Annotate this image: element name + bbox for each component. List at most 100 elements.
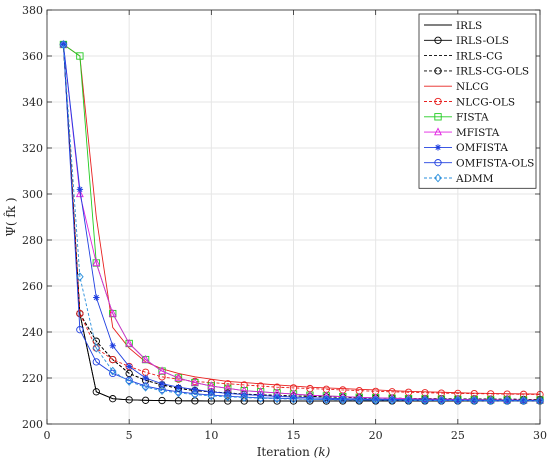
data-point <box>487 397 494 404</box>
data-point <box>438 396 445 404</box>
data-point <box>174 397 183 405</box>
axes: 0 5 10 15 20 25 30 200 220 240 260 280 300 320 340 360 3… <box>2 4 547 459</box>
legend-item: ADMM <box>424 173 494 185</box>
data-point <box>503 396 511 406</box>
data-point <box>93 294 100 301</box>
data-point <box>273 394 281 404</box>
series-lines <box>59 39 544 406</box>
data-point <box>273 393 281 400</box>
data-point <box>174 373 183 382</box>
data-point <box>190 377 199 386</box>
y-tick-label: 300 <box>22 188 43 201</box>
y-tick-label: 260 <box>22 280 43 293</box>
data-point <box>76 52 84 60</box>
data-point <box>59 40 68 49</box>
data-point <box>141 354 150 363</box>
x-tick-label: 5 <box>126 429 133 442</box>
y-tick-label: 320 <box>22 142 43 155</box>
legend-item: IRLS-CG-OLS <box>424 66 529 78</box>
legend-label: FISTA <box>456 112 489 124</box>
data-point <box>434 97 442 106</box>
data-point <box>486 396 495 406</box>
legend-item: NLCG <box>424 81 489 93</box>
legend-label: OMFISTA <box>456 142 508 154</box>
data-point <box>520 397 527 404</box>
data-point <box>503 397 511 404</box>
y-tick-label: 200 <box>22 418 43 431</box>
data-point <box>322 395 331 405</box>
data-point <box>519 396 528 406</box>
series-admm <box>59 40 544 406</box>
data-point <box>421 396 429 404</box>
data-point <box>141 368 150 376</box>
data-point <box>224 397 232 405</box>
legend-item: OMFISTA <box>424 142 508 154</box>
data-point <box>191 386 199 393</box>
data-point <box>434 113 442 121</box>
x-tick-label: 10 <box>204 429 218 442</box>
data-point <box>125 377 133 386</box>
data-point <box>158 366 166 375</box>
legend-label: IRLS-CG <box>456 50 503 62</box>
data-point <box>125 363 133 370</box>
data-point <box>109 355 117 364</box>
data-point <box>207 391 216 401</box>
data-point <box>434 67 442 75</box>
legend-item: IRLS-CG <box>424 50 503 62</box>
data-point <box>273 383 281 391</box>
x-tick-label: 0 <box>44 429 51 442</box>
legend-item: FISTA <box>424 112 489 124</box>
data-point <box>109 369 117 378</box>
data-point <box>92 343 101 353</box>
data-point <box>141 382 150 392</box>
data-point <box>108 366 117 376</box>
data-point <box>421 396 429 405</box>
y-tick-label: 380 <box>22 4 43 17</box>
data-point <box>471 396 478 404</box>
data-point <box>371 395 380 405</box>
data-point <box>125 369 133 378</box>
data-point <box>92 358 100 366</box>
data-point <box>323 395 330 402</box>
y-tick-label: 220 <box>22 372 43 385</box>
data-point <box>141 396 150 404</box>
data-point <box>175 384 182 391</box>
legend-label: ADMM <box>455 173 494 185</box>
data-point <box>240 381 248 389</box>
data-point <box>125 396 133 404</box>
x-axis-label: Iteration (k) <box>257 445 331 459</box>
data-point <box>241 391 248 398</box>
data-point <box>108 308 117 317</box>
data-point <box>306 395 314 404</box>
x-tick-label: 30 <box>533 429 547 442</box>
y-tick-label: 240 <box>22 326 43 339</box>
data-point <box>92 388 100 396</box>
data-point <box>454 396 462 405</box>
data-point <box>290 393 297 401</box>
data-point <box>405 396 412 403</box>
data-point <box>437 396 446 405</box>
legend-label: IRLS <box>456 20 482 32</box>
data-point <box>306 394 314 401</box>
legend-item: NLCG-OLS <box>424 96 515 108</box>
data-point <box>75 189 84 198</box>
legend-label: NLCG-OLS <box>456 96 515 108</box>
legend-label: IRLS-OLS <box>456 35 509 47</box>
data-point <box>339 395 347 405</box>
data-point <box>158 380 166 387</box>
data-point <box>76 186 84 193</box>
data-point <box>240 393 248 402</box>
data-point <box>224 380 232 388</box>
data-point <box>356 395 363 403</box>
data-point <box>434 159 442 167</box>
data-point <box>434 36 442 44</box>
x-tick-label: 15 <box>287 429 301 442</box>
data-point <box>434 144 442 151</box>
data-point <box>434 173 442 183</box>
data-point <box>470 396 479 406</box>
legend-label: MFISTA <box>456 127 500 139</box>
data-point <box>76 326 84 334</box>
legend: IRLS IRLS-OLS IRLS-CG IRLS-CG-OLS NLCG NLCG-O… <box>418 13 537 189</box>
data-point <box>109 342 116 349</box>
